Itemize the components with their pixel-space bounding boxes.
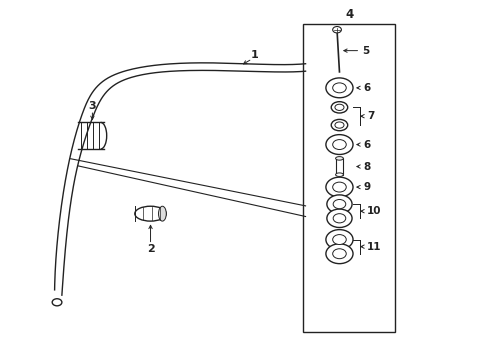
- Text: 10: 10: [367, 206, 382, 216]
- Ellipse shape: [331, 102, 348, 113]
- Text: 8: 8: [363, 162, 370, 171]
- Circle shape: [333, 199, 346, 209]
- Text: 3: 3: [89, 100, 96, 111]
- Circle shape: [327, 209, 352, 228]
- Text: 5: 5: [362, 46, 369, 56]
- Circle shape: [333, 214, 346, 223]
- Circle shape: [333, 140, 346, 149]
- Circle shape: [333, 235, 346, 244]
- Ellipse shape: [135, 206, 166, 221]
- Circle shape: [326, 78, 353, 98]
- Bar: [303, 24, 395, 332]
- Ellipse shape: [335, 104, 344, 111]
- Circle shape: [52, 299, 62, 306]
- Text: 6: 6: [363, 140, 370, 149]
- Ellipse shape: [336, 173, 343, 176]
- Ellipse shape: [159, 206, 166, 221]
- Text: 7: 7: [367, 111, 374, 121]
- Ellipse shape: [336, 157, 343, 160]
- Circle shape: [326, 244, 353, 264]
- Ellipse shape: [331, 120, 348, 131]
- Circle shape: [327, 195, 352, 213]
- Circle shape: [326, 230, 353, 249]
- Text: 1: 1: [251, 50, 259, 60]
- Bar: [336, 158, 343, 175]
- Text: 6: 6: [363, 83, 370, 93]
- Text: 11: 11: [367, 242, 382, 252]
- Text: 9: 9: [363, 182, 370, 192]
- Ellipse shape: [335, 122, 344, 128]
- Circle shape: [326, 177, 353, 197]
- Circle shape: [333, 249, 346, 259]
- Circle shape: [333, 182, 346, 192]
- Text: 2: 2: [147, 244, 154, 254]
- Circle shape: [333, 27, 342, 33]
- Circle shape: [333, 83, 346, 93]
- Circle shape: [326, 135, 353, 154]
- Text: 4: 4: [345, 8, 353, 21]
